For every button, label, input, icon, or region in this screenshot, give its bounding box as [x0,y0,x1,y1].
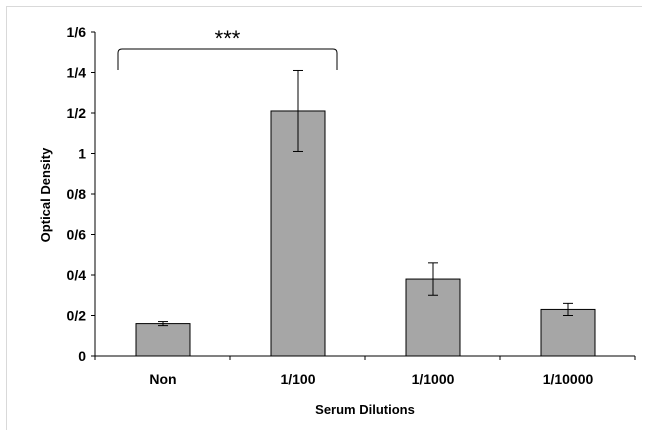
error-bar-1/100 [293,69,303,152]
y-tick-label: 1 [78,146,86,162]
tick-labels-layer: 0 0/2 0/4 0/6 0/8 1 1/2 1/4 1/6 Non 1/100 1/1000 1/1… [67,24,594,387]
y-axis-title: Optical Density [38,147,53,242]
bar-Non [135,323,191,357]
significance-label: *** [215,26,241,51]
error-bar-1/1000 [428,262,438,296]
x-axis-title: Serum Dilutions [315,402,415,417]
y-tick-label: 0/6 [67,227,87,243]
error-bars-layer [158,69,573,327]
y-tick-label: 0/2 [67,308,87,324]
axes-layer [91,31,636,360]
y-tick-label: 1/6 [67,24,87,40]
bars-layer [135,110,596,357]
x-tick-label: 1/100 [280,371,315,387]
x-tick-label: 1/1000 [412,371,455,387]
error-bar-Non [158,321,168,327]
y-tick-label: 1/4 [67,65,87,81]
x-tick-label: Non [149,371,176,387]
significance-bracket [117,48,338,70]
significance-annotation: *** [117,26,338,70]
error-bar-1/10000 [563,302,573,316]
chart-frame [6,6,642,430]
x-tick-label: 1/10000 [543,371,594,387]
y-tick-label: 0 [78,348,86,364]
bar-1/10000 [540,308,596,357]
y-tick-label: 0/8 [67,186,87,202]
y-tick-label: 0/4 [67,267,87,283]
y-tick-label: 1/2 [67,105,87,121]
